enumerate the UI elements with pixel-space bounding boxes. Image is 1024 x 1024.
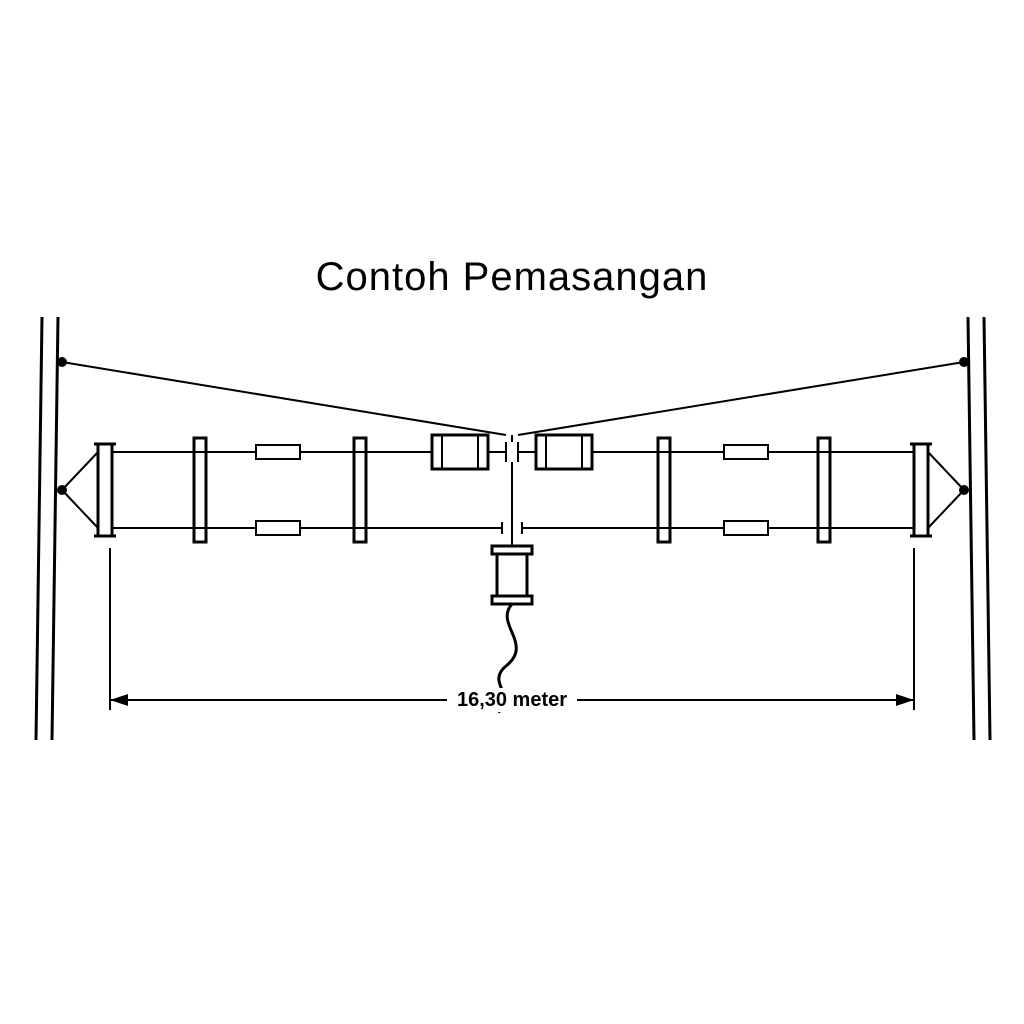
right-pole xyxy=(968,317,990,740)
guy-wire-left xyxy=(62,362,506,435)
antenna-installation-diagram: Contoh Pemasangan 16,30 meter xyxy=(0,0,1024,1024)
right-bridle xyxy=(928,452,964,528)
trap-bottom-0 xyxy=(256,521,300,535)
balun-body xyxy=(497,554,527,596)
dimension-label: 16,30 meter xyxy=(457,689,567,711)
guy-wire-right xyxy=(518,362,964,435)
spreader-2 xyxy=(658,438,670,542)
left-bridle xyxy=(62,452,98,528)
spreader-0 xyxy=(194,438,206,542)
center-feed-assembly xyxy=(432,435,592,712)
trap-top-1 xyxy=(724,445,768,459)
spreader-3 xyxy=(818,438,830,542)
left-pole xyxy=(36,317,58,740)
diagram-title: Contoh Pemasangan xyxy=(316,255,709,299)
spreader-1 xyxy=(354,438,366,542)
balun-bottom-flange xyxy=(492,596,532,604)
trap-bottom-1 xyxy=(724,521,768,535)
left-end-bracket xyxy=(94,444,116,536)
trap-top-0 xyxy=(256,445,300,459)
right-end-bracket xyxy=(910,444,932,536)
